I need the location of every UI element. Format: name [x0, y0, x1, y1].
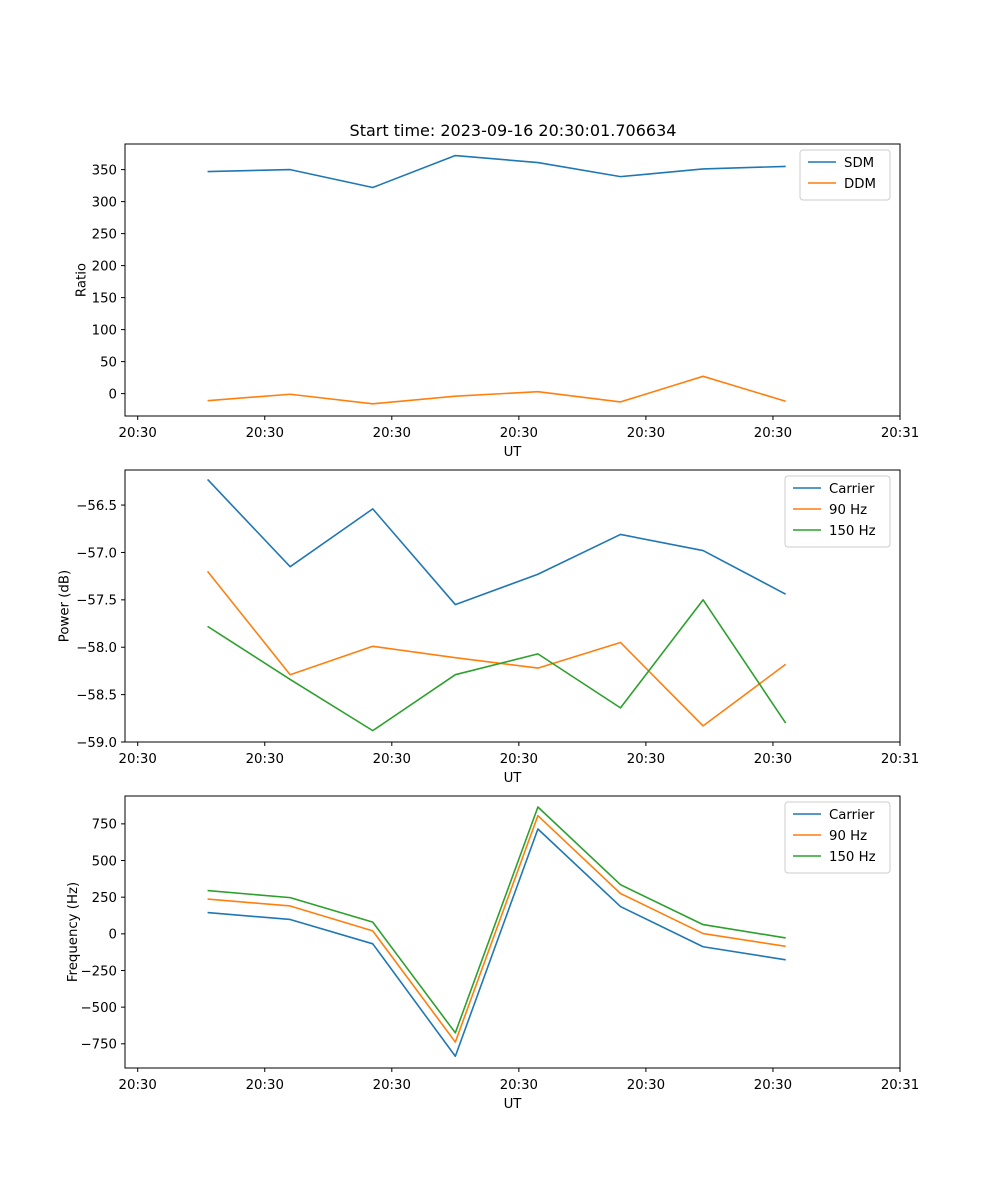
series-line-150-hz: [207, 806, 786, 1034]
x-tick-label: 20:30: [754, 1078, 792, 1093]
legend: Carrier 90 Hz 150 Hz: [784, 801, 891, 874]
legend: SDM DDM: [799, 149, 891, 201]
legend-label-150-hz: 150 Hz: [829, 524, 876, 539]
x-tick-label: 20:30: [500, 752, 538, 767]
x-tick-label: 20:30: [119, 426, 157, 441]
x-tick-label: 20:30: [373, 752, 411, 767]
y-tick-label: −500: [80, 1001, 117, 1016]
y-tick-label: −58.5: [76, 688, 117, 703]
x-tick-label: 20:30: [246, 426, 284, 441]
x-tick-label: 20:30: [246, 1078, 284, 1093]
y-tick-label: 0: [109, 928, 117, 943]
legend-label-150-hz: 150 Hz: [829, 850, 876, 865]
y-tick-label: 300: [92, 195, 117, 210]
series-line-150-hz: [207, 599, 787, 732]
legend-label-carrier: Carrier: [829, 808, 875, 823]
y-tick-label: 250: [92, 227, 117, 242]
legend-label-ddm: DDM: [844, 177, 876, 192]
x-tick-label: 20:30: [500, 426, 538, 441]
series-line-sdm: [207, 154, 786, 189]
y-tick-label: 750: [92, 818, 117, 833]
x-tick-label: 20:30: [119, 1078, 157, 1093]
y-tick-label: −56.5: [76, 499, 117, 514]
x-axis-label: UT: [504, 445, 523, 460]
y-tick-label: −250: [80, 964, 117, 979]
y-tick-label: 100: [92, 323, 117, 338]
x-tick-label: 20:30: [373, 426, 411, 441]
series-line-carrier: [207, 828, 786, 1058]
x-tick-label: 20:31: [881, 426, 919, 441]
subplot-2: 20:30 20:30 20:30 20:30 20:30 20:30 20:31 UT −59…: [58, 469, 919, 786]
x-tick-label: 20:30: [627, 1078, 665, 1093]
x-axis-label: UT: [504, 1097, 523, 1112]
x-axis-label: UT: [504, 771, 523, 786]
figure-title: Start time: 2023-09-16 20:30:01.706634: [350, 121, 677, 140]
series-line-ddm: [207, 375, 786, 405]
x-tick-label: 20:30: [754, 752, 792, 767]
y-tick-label: 250: [92, 891, 117, 906]
legend-label-carrier: Carrier: [829, 482, 875, 497]
x-tick-label: 20:30: [627, 752, 665, 767]
subplots: 20:30 20:30 20:30 20:30 20:30 20:30 20:31 UT 0 50…: [58, 143, 919, 1112]
y-tick-label: 150: [92, 291, 117, 306]
legend-label-90-hz: 90 Hz: [829, 503, 867, 518]
series-line-carrier: [206, 478, 787, 606]
y-axis-label: Frequency (Hz): [66, 882, 81, 982]
y-tick-label: −58.0: [76, 641, 117, 656]
legend-label-sdm: SDM: [844, 156, 874, 171]
y-tick-label: 350: [92, 163, 117, 178]
y-axis-label: Ratio: [75, 263, 90, 297]
x-tick-label: 20:30: [246, 752, 284, 767]
axes-frame: [124, 143, 901, 417]
y-tick-label: −59.0: [76, 736, 117, 751]
axes-frame: [124, 469, 901, 743]
series-line-90-hz: [206, 570, 787, 727]
x-tick-label: 20:30: [500, 1078, 538, 1093]
x-tick-label: 20:30: [627, 426, 665, 441]
y-tick-label: 500: [92, 854, 117, 869]
y-tick-label: 50: [100, 355, 117, 370]
y-tick-label: 0: [109, 387, 117, 402]
subplot-1: 20:30 20:30 20:30 20:30 20:30 20:30 20:31 UT 0 50…: [75, 143, 919, 460]
x-tick-label: 20:31: [881, 752, 919, 767]
axes-frame: [124, 795, 901, 1069]
y-tick-label: −57.0: [76, 546, 117, 561]
y-tick-label: 200: [92, 259, 117, 274]
x-tick-label: 20:30: [119, 752, 157, 767]
series-line-90-hz: [207, 814, 786, 1043]
legend: Carrier 90 Hz 150 Hz: [784, 475, 891, 548]
x-tick-label: 20:31: [881, 1078, 919, 1093]
subplot-3: 20:30 20:30 20:30 20:30 20:30 20:30 20:31 UT −75…: [66, 795, 919, 1112]
x-tick-label: 20:30: [754, 426, 792, 441]
y-tick-label: −57.5: [76, 594, 117, 609]
legend-label-90-hz: 90 Hz: [829, 829, 867, 844]
x-tick-label: 20:30: [373, 1078, 411, 1093]
y-tick-label: −750: [80, 1038, 117, 1053]
y-axis-label: Power (dB): [58, 570, 73, 642]
